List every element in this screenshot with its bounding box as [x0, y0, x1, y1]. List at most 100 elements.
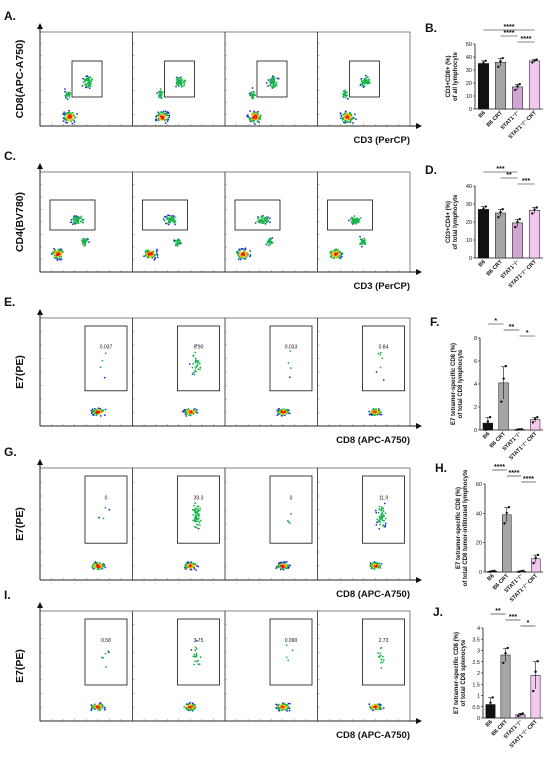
event-dot — [195, 519, 197, 522]
event-dot — [236, 252, 239, 254]
event-dot — [345, 120, 348, 123]
event-dot — [340, 252, 342, 255]
event-dot — [68, 94, 71, 97]
event-dot — [372, 410, 375, 413]
event-dot — [158, 116, 161, 119]
gate-percent-E-4: 0.84 — [379, 345, 389, 351]
event-dot — [54, 257, 57, 260]
flow-plot-C-1 — [39, 171, 133, 273]
event-dot — [368, 410, 371, 413]
event-dot — [377, 703, 379, 706]
event-dot — [87, 238, 89, 241]
event-dot — [276, 77, 279, 80]
event-dot — [242, 257, 245, 260]
event-dot — [180, 242, 182, 245]
event-dot — [168, 114, 171, 117]
event-dot — [198, 524, 201, 526]
event-dot — [108, 651, 110, 654]
bar-ytick-label: 10 — [466, 94, 472, 100]
event-dot — [192, 355, 195, 357]
replicate-dot — [480, 211, 483, 214]
event-dot — [63, 118, 66, 121]
event-dot — [287, 409, 290, 412]
flow-yarrow-I — [37, 602, 43, 608]
event-dot — [259, 114, 262, 117]
event-dot — [192, 509, 194, 512]
flow-plot-frame — [224, 467, 318, 581]
event-dot — [364, 74, 367, 77]
event-dot — [197, 565, 200, 568]
event-dot — [80, 215, 83, 218]
replicate-dot — [487, 711, 490, 714]
event-dot — [193, 518, 196, 521]
replicate-dot — [486, 420, 490, 423]
event-dot — [104, 652, 107, 655]
replicate-dot — [491, 696, 494, 699]
replicate-dot — [488, 415, 492, 419]
event-dot — [190, 561, 193, 564]
event-dot — [177, 76, 180, 79]
event-dot — [272, 85, 275, 88]
flow-plot-frame — [224, 610, 318, 722]
event-dot — [269, 238, 272, 241]
event-dot — [188, 414, 191, 417]
flow-plot-G-2: 39.3 — [132, 467, 226, 581]
event-dot — [189, 704, 191, 706]
bar-B-1 — [477, 63, 490, 110]
gate-box — [164, 60, 195, 98]
event-dot — [70, 218, 73, 221]
event-dot — [186, 708, 189, 711]
event-dot — [163, 114, 166, 117]
event-dot — [237, 249, 240, 252]
event-dot — [178, 79, 181, 82]
event-dot — [174, 223, 176, 226]
event-dot — [72, 114, 75, 117]
event-dot — [245, 256, 247, 259]
event-dot — [286, 710, 289, 712]
event-dot — [151, 251, 153, 254]
event-dot — [176, 241, 179, 244]
event-dot — [147, 249, 150, 252]
bar-chart-F: F. 0 2 4 6 8 E7 tetramer-specific CD8 (%) of to… — [430, 315, 543, 461]
event-dot — [284, 705, 286, 707]
event-dot — [157, 117, 160, 120]
event-dot — [98, 516, 100, 519]
event-dot — [288, 566, 290, 569]
event-dot — [64, 94, 67, 97]
event-dot — [285, 563, 287, 566]
event-dot — [371, 566, 373, 569]
event-dot — [103, 564, 106, 567]
event-dot — [183, 79, 186, 82]
event-dot — [157, 111, 160, 114]
bar-ytick-label: 20 — [466, 220, 472, 226]
event-dot — [199, 366, 202, 369]
event-dot — [287, 411, 290, 414]
bar-D-1 — [477, 209, 490, 259]
event-dot — [83, 240, 85, 242]
event-dot — [378, 508, 381, 511]
event-dot — [359, 243, 362, 245]
event-dot — [379, 353, 382, 356]
bar-ytick-label: 0 — [477, 716, 480, 722]
event-dot — [363, 237, 366, 240]
event-dot — [381, 357, 384, 360]
gate-percent-E-1: 0.037 — [100, 345, 113, 351]
event-dot — [278, 707, 281, 710]
event-dot — [371, 704, 374, 707]
flow-plot-C-4 — [317, 171, 411, 273]
event-dot — [62, 120, 65, 123]
event-dot — [156, 254, 159, 257]
event-dot — [155, 252, 158, 255]
event-dot — [152, 254, 155, 257]
replicate-dot — [505, 511, 508, 515]
event-dot — [85, 77, 88, 80]
event-dot — [251, 113, 253, 116]
replicate-dot — [536, 416, 539, 419]
event-dot — [74, 116, 77, 119]
replicate-dot — [499, 59, 502, 63]
event-dot — [192, 709, 195, 711]
event-dot — [375, 408, 377, 411]
event-dot — [359, 238, 362, 241]
event-dot — [167, 116, 170, 119]
event-dot — [82, 77, 84, 80]
